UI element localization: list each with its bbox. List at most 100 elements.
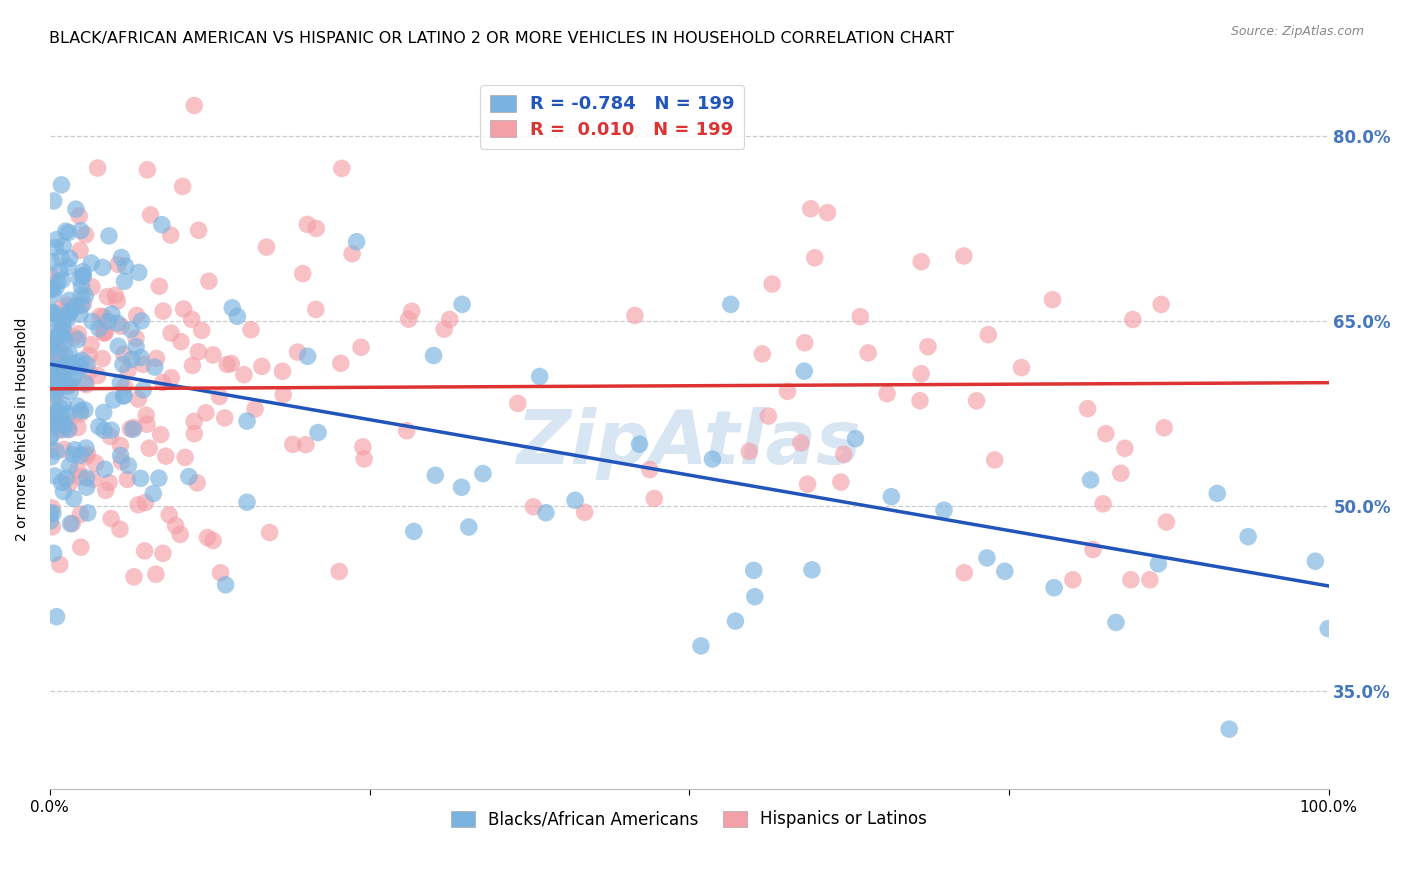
Point (152, 546, 174, 560)
Point (702, 452, 724, 467)
Point (70, 279, 93, 293)
Point (111, 357, 134, 371)
Point (45, 369, 67, 384)
Point (59, 252, 82, 266)
Point (114, 274, 136, 288)
Point (250, 359, 273, 374)
Point (110, 439, 132, 453)
Point (69, 307, 91, 321)
Point (39, 507, 62, 521)
Point (58, 226, 80, 240)
Point (44, 469, 66, 483)
Point (122, 420, 145, 434)
Point (76, 506, 98, 520)
Point (97, 314, 120, 328)
Point (1011, 360, 1033, 375)
Point (39, 361, 62, 376)
Point (183, 98, 205, 112)
Point (49, 401, 72, 415)
Point (232, 368, 254, 382)
Point (39, 304, 62, 318)
Point (844, 432, 866, 446)
Point (742, 563, 765, 577)
Point (69, 407, 91, 421)
Point (917, 340, 939, 354)
Point (55, 308, 77, 322)
Point (328, 565, 350, 579)
Point (352, 440, 374, 454)
Point (506, 396, 529, 410)
Point (101, 307, 124, 321)
Point (159, 228, 181, 243)
Point (73, 403, 96, 417)
Point (1305, 554, 1327, 568)
Point (148, 279, 170, 293)
Point (67, 209, 90, 223)
Point (240, 323, 263, 337)
Point (52, 361, 75, 376)
Point (42, 506, 65, 520)
Point (127, 498, 149, 512)
Point (157, 508, 180, 522)
Point (761, 277, 783, 291)
Point (55, 224, 77, 238)
Point (155, 449, 177, 463)
Point (1206, 486, 1229, 500)
Point (53, 442, 76, 457)
Point (152, 304, 174, 318)
Point (42, 194, 65, 208)
Point (271, 387, 294, 401)
Point (1114, 442, 1136, 456)
Point (350, 340, 373, 354)
Point (1156, 515, 1178, 529)
Point (58, 423, 80, 437)
Point (62, 491, 84, 506)
Point (69, 404, 91, 418)
Point (628, 437, 651, 451)
Point (910, 254, 932, 268)
Point (104, 288, 127, 302)
Point (145, 351, 167, 366)
Point (59, 304, 82, 318)
Point (42, 305, 65, 319)
Point (1119, 573, 1142, 587)
Point (69, 508, 91, 522)
Point (49, 419, 72, 434)
Point (70, 224, 93, 238)
Point (45, 403, 67, 417)
Point (181, 359, 204, 373)
Point (1077, 401, 1099, 416)
Point (66, 355, 89, 369)
Point (281, 437, 304, 451)
Point (330, 161, 353, 176)
Point (80, 337, 103, 351)
Point (173, 301, 195, 316)
Point (125, 340, 148, 354)
Point (51, 320, 73, 334)
Point (51, 301, 73, 316)
Point (148, 471, 170, 485)
Point (100, 423, 122, 437)
Point (58, 459, 80, 474)
Point (86, 161, 108, 175)
Point (832, 447, 855, 461)
Point (1062, 573, 1084, 587)
Point (41, 519, 63, 533)
Point (287, 345, 309, 359)
Legend: Blacks/African Americans, Hispanics or Latinos: Blacks/African Americans, Hispanics or L… (444, 804, 934, 835)
Point (52, 312, 75, 326)
Point (45, 405, 67, 419)
Point (48, 371, 70, 385)
Point (38, 414, 60, 428)
Point (52, 361, 75, 376)
Point (59, 384, 82, 399)
Point (69, 359, 91, 373)
Point (880, 490, 903, 504)
Point (39, 514, 62, 528)
Point (291, 267, 314, 281)
Point (72, 296, 94, 310)
Point (145, 567, 167, 582)
Point (87, 419, 110, 434)
Point (1153, 421, 1175, 435)
Point (108, 522, 131, 536)
